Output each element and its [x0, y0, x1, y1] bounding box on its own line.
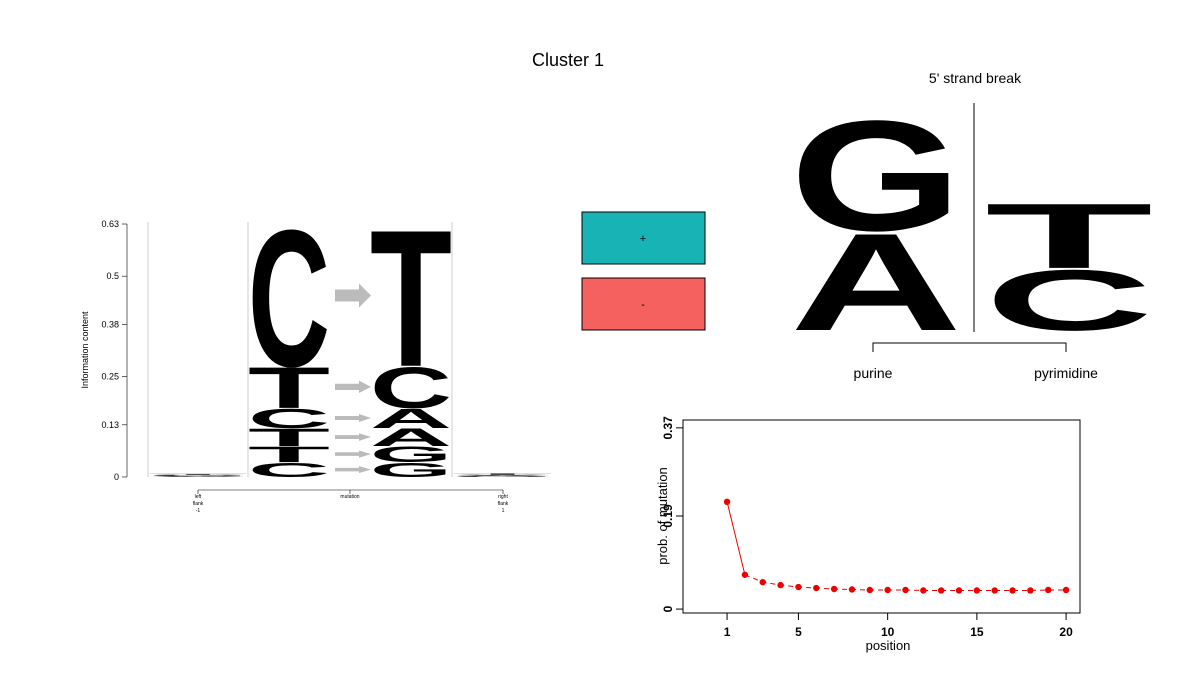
y-tick-label: 0.63 [101, 219, 119, 229]
logo-letter: A [148, 476, 248, 477]
logo-letter: C [370, 356, 452, 421]
point [955, 587, 963, 594]
x-tick-label: 5 [795, 625, 802, 639]
x-tick-label: 1 [502, 508, 505, 514]
y-tick-label: 0.37 [661, 416, 675, 440]
point [866, 586, 874, 594]
point [902, 586, 909, 594]
group-bracket [872, 342, 1067, 352]
mutation-arrow [335, 413, 371, 422]
y-tick-label: 0.5 [106, 271, 119, 281]
x-tick-label: 10 [881, 625, 895, 639]
x-tick-label: 15 [970, 625, 984, 639]
logo-letter: G [452, 476, 553, 477]
logo-letter: A [370, 424, 452, 452]
y-tick-label: 0.19 [661, 504, 675, 528]
logo-letter: T [248, 356, 330, 421]
logo-letter: C [248, 403, 330, 434]
mutation-arrow [335, 466, 371, 474]
point [723, 498, 731, 506]
logo-letter: T [370, 189, 452, 408]
strand-label: - [641, 299, 645, 311]
point [759, 578, 766, 586]
strand-box [581, 211, 706, 265]
point [884, 586, 891, 594]
figure-title: Cluster 1 [532, 50, 604, 70]
point [1027, 587, 1034, 594]
plot-frame [682, 419, 1081, 614]
point [848, 586, 856, 593]
x-tick-label: flank [193, 501, 204, 507]
logo-letter: G [148, 475, 248, 476]
logo-letter: T [248, 424, 330, 452]
mutation-arrow [335, 433, 371, 441]
y-tick-label: 0.25 [101, 372, 119, 382]
y-tick-label: 0.38 [101, 319, 119, 329]
x-axis-label: position [866, 638, 911, 653]
x-tick-label: flank [498, 501, 509, 507]
point [973, 587, 981, 594]
logo-letter: T [452, 473, 553, 475]
point [1062, 586, 1070, 594]
x-tick-label: 1 [724, 625, 731, 639]
strand-title: 5' strand break [929, 70, 1022, 86]
y-tick-label: 0 [114, 472, 119, 482]
mutation-arrow [335, 283, 371, 308]
logo-letter: C [452, 474, 553, 475]
point [920, 587, 927, 594]
strand-box [581, 277, 706, 331]
y-tick-label: 0 [661, 605, 675, 612]
logo-letter: A [370, 403, 452, 434]
logo-letter: C [248, 189, 330, 408]
y-tick-label: 0.13 [101, 420, 119, 430]
point [937, 587, 945, 594]
x-tick-label: left [195, 494, 202, 500]
logo-letter: T [985, 184, 1153, 288]
mutation-arrow [335, 380, 371, 394]
x-tick-label: right [498, 494, 508, 500]
logo-letter: C [248, 459, 330, 482]
point [741, 571, 749, 578]
mutation-arrow [335, 450, 371, 458]
y-axis-label: Information content [80, 311, 90, 389]
group-label: pyrimidine [1034, 365, 1098, 381]
logo-letter: C [985, 252, 1153, 348]
point [1009, 587, 1016, 594]
logo-letter: A [452, 475, 553, 476]
logo-letter: G [790, 88, 962, 264]
point [991, 587, 998, 594]
logo-letter: G [370, 459, 452, 482]
y-axis-label: prob. of mutation [655, 467, 670, 565]
point [795, 583, 802, 591]
group-label: purine [854, 365, 893, 381]
logo-letter: A [790, 205, 962, 360]
point [1045, 586, 1052, 594]
logo-letter: T [148, 474, 248, 475]
point [777, 581, 784, 589]
strand-label: + [640, 233, 646, 245]
x-tick-label: mutation [340, 494, 359, 500]
logo-letter: T [248, 442, 330, 467]
x-tick-label: -1 [196, 508, 201, 514]
x-tick-label: 20 [1059, 625, 1073, 639]
logo-letter: C [148, 474, 248, 475]
logo-letter: G [370, 442, 452, 467]
point [830, 585, 838, 593]
point [813, 584, 820, 592]
line-segment [726, 501, 746, 575]
